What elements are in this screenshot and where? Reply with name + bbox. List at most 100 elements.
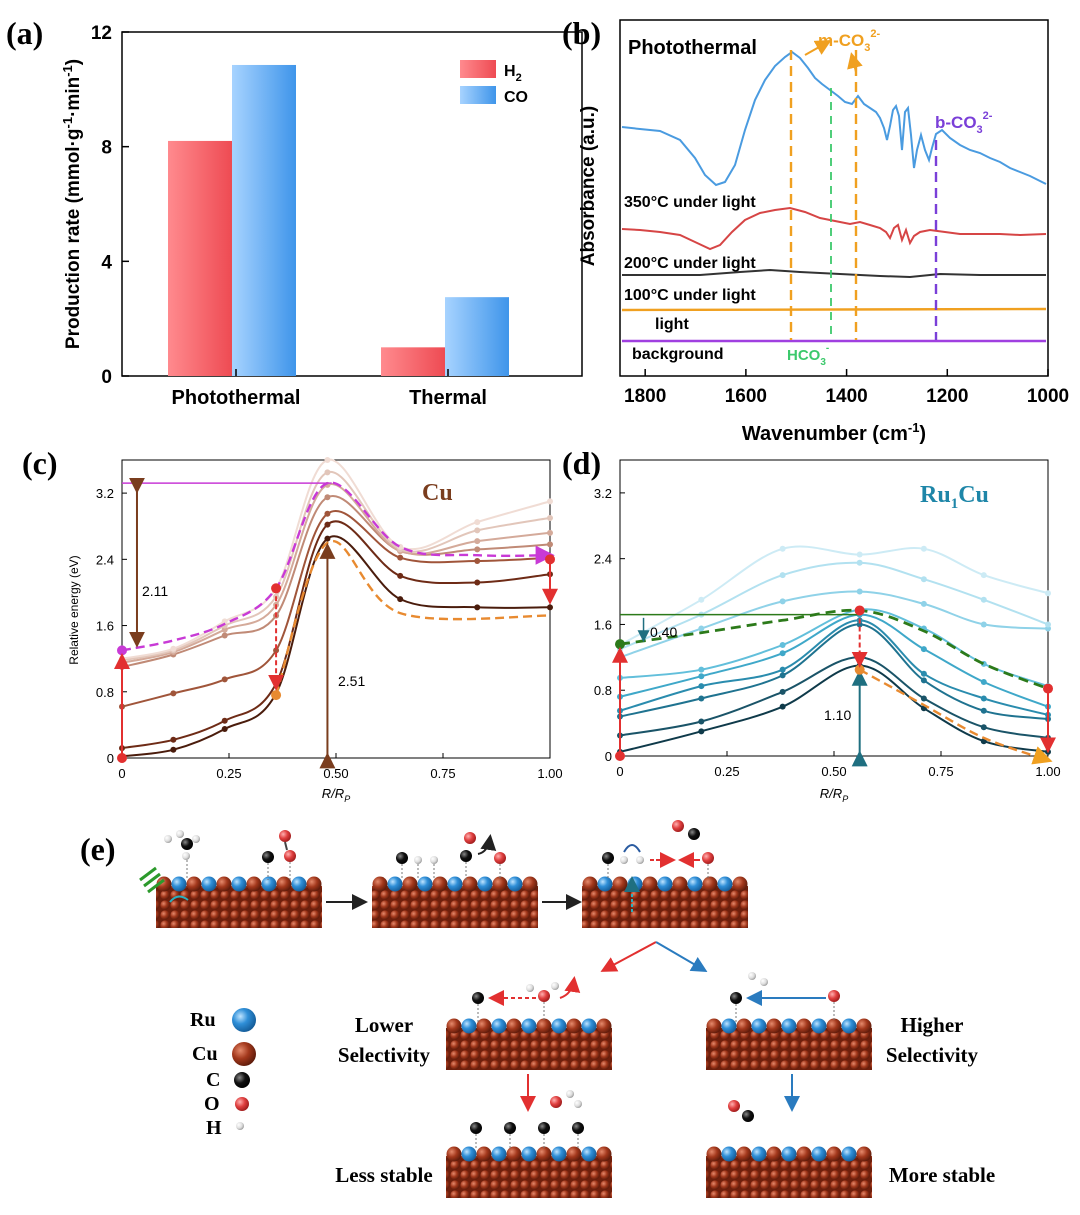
energy-point xyxy=(920,695,927,702)
cu-atom xyxy=(702,876,718,892)
energy-point xyxy=(547,514,553,521)
ru-atom xyxy=(751,1146,767,1162)
energy-point xyxy=(221,676,228,683)
energy-point xyxy=(920,670,927,677)
cu-atom xyxy=(766,1146,782,1162)
legend-c-ball xyxy=(234,1072,250,1088)
energy-point xyxy=(779,545,786,552)
cu-atom xyxy=(216,876,232,892)
ru-atom xyxy=(461,1018,477,1034)
ru-atom xyxy=(387,876,403,892)
energy-point xyxy=(1045,590,1051,597)
cu-atom xyxy=(536,1146,552,1162)
ytick-label: 1.6 xyxy=(594,617,612,632)
energy-point xyxy=(547,541,553,548)
panel-d: (d) 0 0.25 0.50 0.75 1.00 0 0.8 1.6 2.4 3.2 Ru1Cu… xyxy=(562,445,1061,804)
energy-point xyxy=(698,673,705,680)
cu-atom xyxy=(446,1018,462,1034)
cu-atom xyxy=(796,1146,812,1162)
energy-point xyxy=(698,695,705,702)
energy-point xyxy=(980,679,987,685)
energy-point xyxy=(779,666,786,673)
panel-b: (b) 1800 1600 1400 1200 1000 Photothermal m-… xyxy=(562,15,1069,445)
energy-point xyxy=(779,688,786,695)
annotation-hco3: HCO3- xyxy=(787,343,829,368)
panel-d-xlabel: R/RP xyxy=(820,786,848,804)
energy-point xyxy=(920,600,927,607)
atom-legend: Ru Cu C O H xyxy=(190,1008,256,1139)
ru-atom xyxy=(231,876,247,892)
energy-point xyxy=(170,746,177,753)
energy-point xyxy=(980,572,987,579)
cu-atom xyxy=(402,876,418,892)
energy-point xyxy=(221,632,228,639)
xtick-label: 1200 xyxy=(926,386,968,407)
cu-atom xyxy=(522,876,538,892)
energy-curve-s1 xyxy=(121,535,551,758)
energy-point xyxy=(221,618,228,625)
ru-atom xyxy=(781,1018,797,1034)
ru-atom xyxy=(627,876,643,892)
label-higher: Higher xyxy=(901,1013,964,1037)
xtick-label: 1600 xyxy=(725,386,767,407)
energy-point xyxy=(474,538,481,545)
panel-e-label: (e) xyxy=(80,831,116,867)
energy-point xyxy=(397,596,404,603)
mid-point-orange xyxy=(271,690,282,701)
ru-atom xyxy=(721,1146,737,1162)
cu-atom xyxy=(462,876,478,892)
ru-atom xyxy=(477,876,493,892)
cu-atom xyxy=(596,1018,612,1034)
xtick-label: 0.25 xyxy=(216,766,241,781)
energy-curve-s3 xyxy=(121,510,551,708)
energy-point xyxy=(474,557,481,564)
cu-atom xyxy=(706,1018,722,1034)
ru-atom xyxy=(507,876,523,892)
xtick-label: 0.50 xyxy=(821,764,846,779)
panel-a-label: (a) xyxy=(6,15,43,51)
cu-atom xyxy=(432,876,448,892)
ytick-label: 3.2 xyxy=(594,486,612,501)
cu-atom xyxy=(856,1018,872,1034)
panel-c-label: (c) xyxy=(22,445,58,481)
ru-atom xyxy=(551,1146,567,1162)
energy-point xyxy=(547,498,553,505)
series-label-background: background xyxy=(632,346,724,363)
cu-atom xyxy=(306,876,322,892)
energy-point xyxy=(397,572,404,579)
cu-atom xyxy=(246,876,262,892)
ytick-label: 2.4 xyxy=(594,552,612,567)
ru-atom xyxy=(521,1018,537,1034)
annotation-1-10: 1.10 xyxy=(824,707,851,723)
ru-atom xyxy=(721,1018,737,1034)
energy-point xyxy=(779,703,786,710)
panel-a-xtick-thermal: Thermal xyxy=(409,387,487,409)
ru-atom xyxy=(201,876,217,892)
energy-point xyxy=(920,677,927,684)
energy-point xyxy=(698,596,705,603)
cu-atom xyxy=(492,876,508,892)
legend-label-co: CO xyxy=(504,89,528,106)
slab-higher-selectivity xyxy=(706,972,872,1070)
energy-point xyxy=(324,510,331,517)
cu-atom xyxy=(826,1018,842,1034)
xtick-label: 0.25 xyxy=(714,764,739,779)
legend-c: C xyxy=(206,1069,220,1091)
ru-atom xyxy=(417,876,433,892)
slab-lower-selectivity xyxy=(446,976,612,1070)
spectrum-350c xyxy=(621,206,1047,251)
panel-c-ylabel: Relative energy (eV) xyxy=(67,555,81,664)
energy-point xyxy=(920,545,927,552)
slab-step-2 xyxy=(372,832,538,928)
annotation-b-co3: b-CO32- xyxy=(935,110,993,136)
cu-atom xyxy=(766,1018,782,1034)
energy-point xyxy=(1045,621,1051,628)
energy-point xyxy=(698,666,705,673)
energy-point xyxy=(170,645,177,652)
ytick-label: 0 xyxy=(107,751,114,766)
cu-atom xyxy=(506,1146,522,1162)
ru-atom xyxy=(841,1018,857,1034)
energy-curve-s6 xyxy=(121,471,551,662)
cu-atom xyxy=(582,876,598,892)
